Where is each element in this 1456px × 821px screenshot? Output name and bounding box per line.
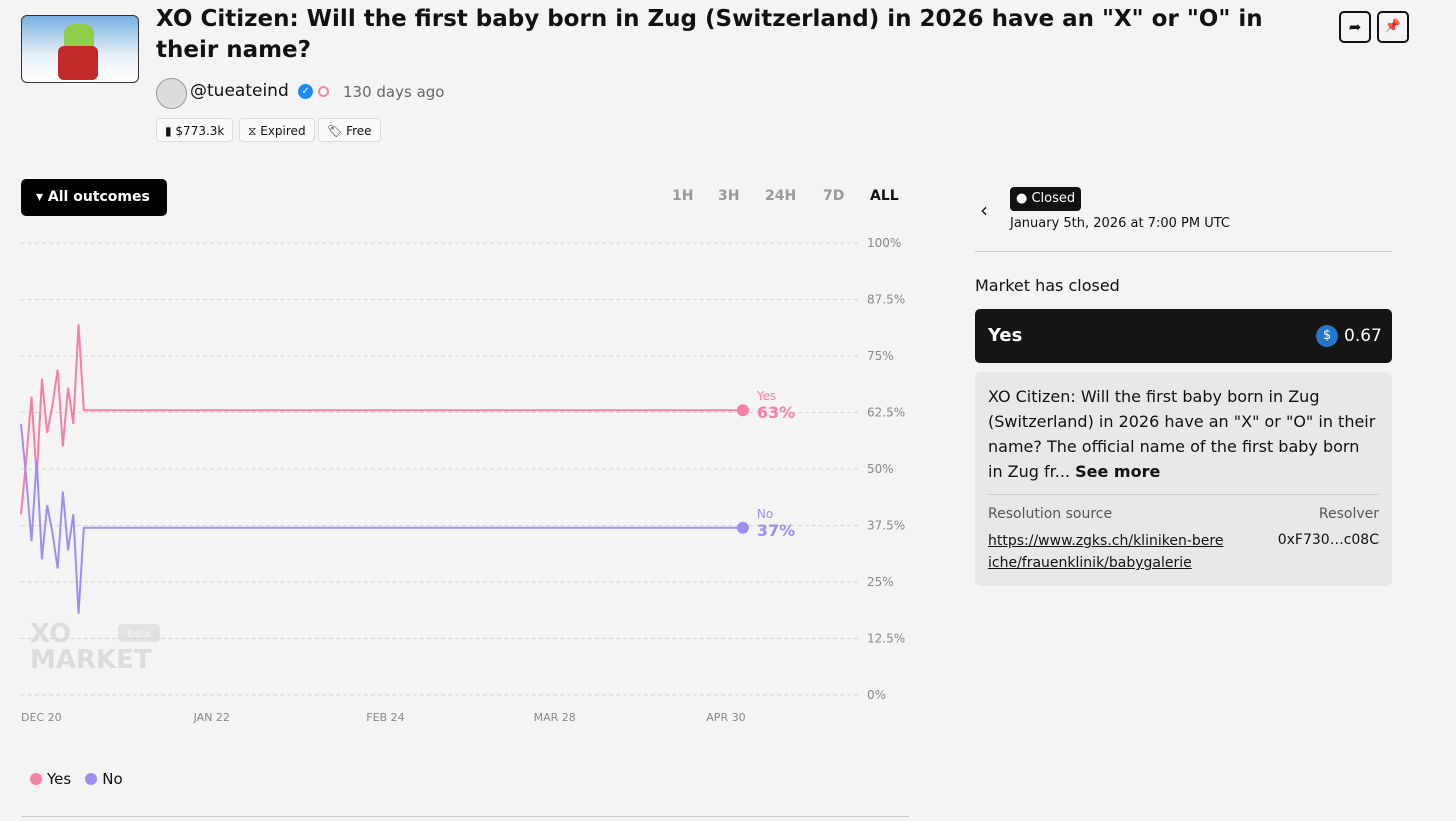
x-tick-label: APR 30 (706, 711, 745, 724)
back-button[interactable]: ‹ (980, 198, 988, 222)
creator-badge (318, 86, 329, 97)
legend-label: Yes (47, 770, 72, 788)
status-label: Closed (1031, 191, 1076, 206)
legend-item[interactable]: No (85, 770, 123, 788)
outcomes-label: All outcomes (47, 189, 150, 205)
legend: Yes No (30, 770, 137, 788)
watermark-top: XO (30, 619, 71, 649)
range-button[interactable]: 24H (765, 188, 797, 204)
market-title: XO Citizen: Will the first baby born in … (156, 6, 1263, 63)
status-chip: ⧖ Expired (239, 118, 315, 142)
pin-button[interactable]: 📌 (1377, 11, 1409, 43)
usdc-icon: $ (1316, 325, 1338, 347)
divider (21, 816, 909, 817)
range-button[interactable]: 7D (823, 188, 845, 204)
legend-label: No (102, 770, 123, 788)
creator-avatar (156, 78, 187, 109)
box-divider (988, 494, 1379, 495)
x-tick-label: MAR 28 (534, 711, 576, 724)
result-outcome: Yes (988, 325, 1023, 346)
series-line (20, 423, 743, 614)
y-tick-label: 50% (867, 462, 894, 476)
description: XO Citizen: Will the first baby born in … (988, 384, 1378, 484)
description-text: XO Citizen: Will the first baby born in … (988, 387, 1376, 481)
end-point (736, 521, 749, 534)
legend-swatch (30, 773, 42, 785)
creator-handle[interactable]: @tueateind (190, 81, 289, 101)
y-tick-label: 25% (867, 575, 894, 589)
y-tick-label: 100% (867, 236, 901, 250)
x-tick-label: DEC 20 (21, 711, 62, 724)
beta-label: Beta (127, 629, 150, 640)
panel-divider (975, 251, 1392, 252)
end-series-name: No (757, 507, 773, 521)
legend-item[interactable]: Yes (30, 770, 71, 788)
range-button[interactable]: 3H (718, 188, 740, 204)
description-box: XO Citizen: Will the first baby born in … (975, 372, 1392, 586)
y-tick-label: 37.5% (867, 519, 905, 533)
y-tick-label: 12.5% (867, 632, 905, 646)
avatar-coat (58, 46, 98, 80)
status: Expired (260, 124, 306, 138)
close-date: January 5th, 2026 at 7:00 PM UTC (1010, 216, 1230, 231)
source-label: Resolution source (988, 506, 1113, 522)
legend-swatch (85, 773, 98, 785)
y-tick-label: 0% (867, 688, 886, 702)
see-more[interactable]: See more (1075, 462, 1161, 481)
y-tick-label: 75% (867, 349, 894, 363)
series-line (20, 324, 743, 515)
resolver: 0xF730…c08C (1277, 532, 1379, 548)
beta-badge (118, 624, 160, 642)
volume-chip: ▮ $773.3k (156, 118, 234, 142)
x-tick-label: JAN 22 (193, 711, 230, 724)
fee: Free (346, 124, 372, 138)
created-age: 130 days ago (343, 83, 445, 101)
end-value-label: 37% (757, 521, 795, 540)
closed-heading: Market has closed (975, 276, 1120, 295)
range-button[interactable]: 1H (672, 188, 694, 204)
result-box: Yes $ 0.67 (975, 309, 1392, 363)
result-price: 0.67 (1344, 326, 1382, 346)
share-button[interactable]: ➦ (1339, 11, 1371, 43)
fee-chip: 🏷 Free (318, 118, 381, 142)
market-image (21, 15, 139, 83)
watermark-bottom: MARKET (30, 645, 152, 675)
end-series-name: Yes (756, 389, 776, 403)
end-value-label: 63% (757, 403, 795, 422)
end-point (736, 404, 749, 417)
x-tick-label: FEB 24 (366, 711, 404, 724)
y-tick-label: 62.5% (867, 406, 905, 420)
status-badge: ● Closed (1010, 187, 1082, 211)
source-link[interactable]: https://www.zgks.ch/kliniken-bereiche/fr… (988, 533, 1224, 571)
y-tick-label: 87.5% (867, 293, 905, 307)
verified-badge: ✓ (298, 84, 313, 99)
outcomes-button[interactable]: ▾ All outcomes (21, 179, 167, 216)
range-button[interactable]: ALL (870, 188, 899, 204)
volume: $773.3k (175, 124, 225, 138)
chart: XO MARKET Beta 0% 12.5% 25% 37.5% 50% 62.5% 75… (20, 236, 905, 724)
resolver-label: Resolver (1318, 506, 1379, 522)
